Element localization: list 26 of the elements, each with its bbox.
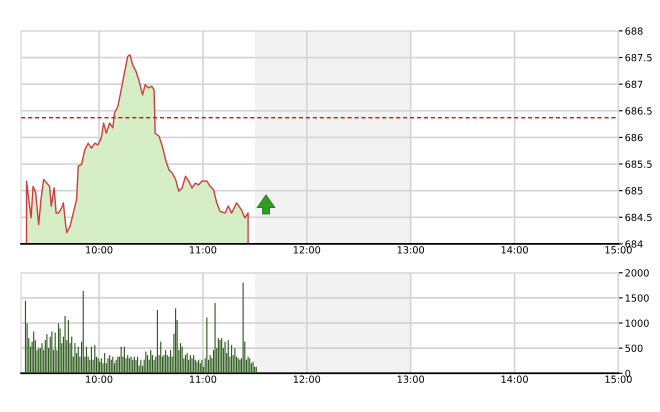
x-tick-label: 12:00 <box>294 246 320 254</box>
y-tick-label: 685 <box>625 187 642 194</box>
y-tick-label: 684.5 <box>625 214 652 222</box>
y-tick-label: 1500 <box>626 294 649 302</box>
x-tick-label: 11:00 <box>190 246 216 254</box>
y-tick-label: 687 <box>625 80 642 88</box>
x-tick-label: 10:00 <box>86 246 112 254</box>
x-tick-label: 13:00 <box>398 246 424 254</box>
y-tick-label: 688 <box>625 27 643 35</box>
x-tick-label: 15:00 <box>605 246 632 254</box>
x-tick-label: 14:00 <box>502 376 528 383</box>
y-tick-label: 686 <box>625 134 643 142</box>
y-tick-label: 1000 <box>626 319 649 327</box>
y-tick-label: 686.5 <box>625 107 652 115</box>
y-tick-label: 684 <box>625 240 643 248</box>
y-tick-label: 687.5 <box>625 54 652 62</box>
y-tick-label: 500 <box>625 344 643 352</box>
x-tick-label: 10:00 <box>86 376 112 383</box>
x-tick-label: 11:00 <box>190 376 216 383</box>
y-tick-label: 0 <box>625 370 630 378</box>
y-tick-label: 685.5 <box>625 160 652 168</box>
y-tick-label: 2000 <box>625 269 649 277</box>
x-tick-label: 14:00 <box>502 246 528 254</box>
x-tick-label: 15:00 <box>605 376 632 383</box>
x-tick-label: 12:00 <box>294 376 320 383</box>
x-tick-label: 13:00 <box>398 376 424 383</box>
